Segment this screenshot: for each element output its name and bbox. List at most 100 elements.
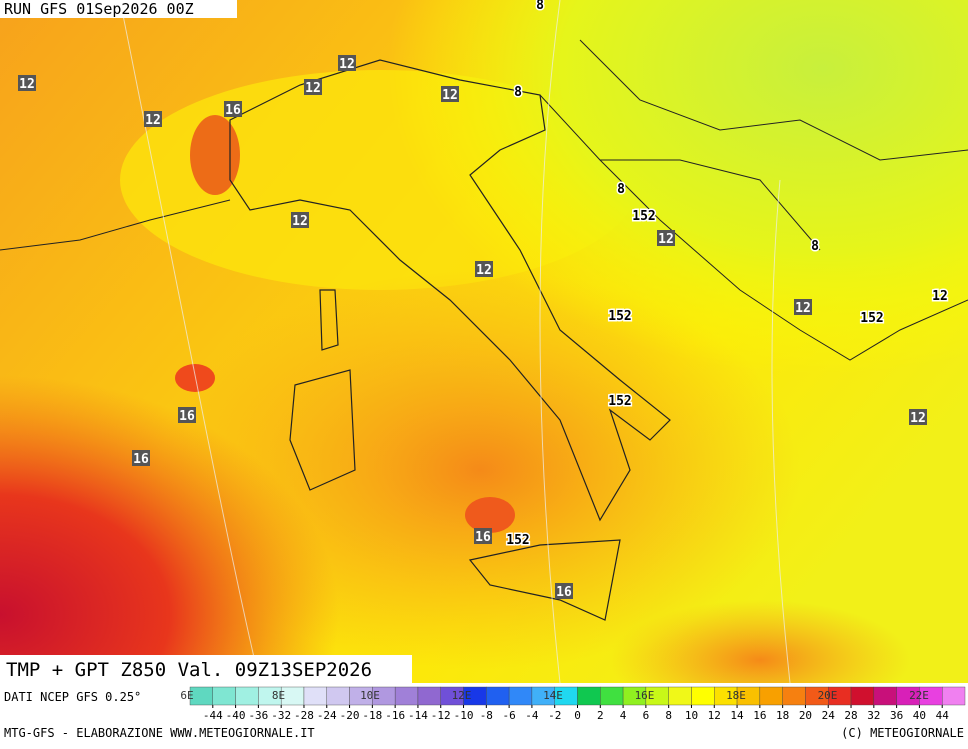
contour-label: 12	[910, 411, 926, 426]
contour-label-box	[474, 528, 492, 544]
colorbar-label: -6	[502, 709, 515, 722]
contour-label: 152	[608, 309, 631, 324]
contour-label-box	[224, 101, 242, 117]
contour-label: 12	[442, 88, 458, 103]
colorbar-label: 0	[574, 709, 581, 722]
contour-label: 12	[305, 81, 321, 96]
colorbar-label: 32	[867, 709, 880, 722]
contour-label: 12	[19, 77, 35, 92]
source-label: DATI NCEP GFS 0.25°	[4, 690, 141, 704]
contour-label-box	[794, 299, 812, 315]
contour-label: 12	[145, 113, 161, 128]
colorbar-label: 4	[620, 709, 627, 722]
run-box	[0, 0, 237, 18]
colorbar-label: 14	[730, 709, 744, 722]
colorbar-swatch	[850, 686, 875, 706]
colorbar-swatch	[235, 686, 259, 706]
colorbar-swatch	[668, 686, 692, 706]
colorbar-label: -32	[271, 709, 291, 722]
colorbar-swatch	[942, 686, 966, 706]
contour-label: 12	[339, 57, 355, 72]
contour-label: 16	[133, 452, 149, 467]
longitude-label: 8E	[272, 689, 285, 702]
colorbar-swatch	[691, 686, 715, 706]
colorbar-swatch	[600, 686, 624, 706]
contour-label: 16	[225, 103, 241, 118]
colorbar-label: -18	[362, 709, 382, 722]
colorbar-label: -14	[408, 709, 428, 722]
contour-label: 16	[179, 409, 195, 424]
run-label: RUN GFS 01Sep2026 00Z	[4, 0, 194, 18]
colorbar-label: 18	[776, 709, 789, 722]
colorbar-label: -44	[203, 709, 223, 722]
longitude-label: 14E	[543, 689, 563, 702]
longitude-label: 6E	[180, 689, 193, 702]
contour-label-box	[178, 407, 196, 423]
contour-label-box	[441, 86, 459, 102]
footer-left: MTG-GFS - ELABORAZIONE WWW.METEOGIORNALE…	[4, 726, 315, 740]
contour-label: 12	[932, 289, 948, 304]
colorbar-label: 2	[597, 709, 604, 722]
colorbar-label: 16	[753, 709, 766, 722]
contour-label: 8	[617, 182, 625, 197]
contour-label-box	[555, 583, 573, 599]
colorbar-label: 20	[799, 709, 812, 722]
contour-label: 8	[536, 0, 544, 13]
colorbar-swatch	[303, 686, 327, 706]
map-title: TMP + GPT Z850 Val. 09Z13SEP2026	[6, 659, 372, 681]
contour-label: 152	[608, 394, 631, 409]
colorbar-label: -24	[317, 709, 337, 722]
colorbar-label: 6	[643, 709, 650, 722]
contour-label-box	[475, 261, 493, 277]
colorbar-label: 40	[913, 709, 926, 722]
contour-label-box	[18, 75, 36, 91]
longitude-label: 16E	[635, 689, 655, 702]
contour-label: 8	[514, 85, 522, 100]
contour-label-box	[338, 55, 356, 71]
colorbar-swatch	[394, 686, 419, 706]
colorbar-swatch	[486, 686, 510, 706]
contour-label: 152	[632, 209, 655, 224]
colorbar-label: -20	[340, 709, 360, 722]
longitude-label: 22E	[909, 689, 929, 702]
colorbar-swatch	[577, 686, 601, 706]
colorbar-swatch	[873, 686, 897, 706]
colorbar-swatch	[417, 686, 441, 706]
colorbar-swatch	[782, 686, 806, 706]
colorbar-label: -36	[248, 709, 268, 722]
contour-label-box	[909, 409, 927, 425]
contour-label: 8	[811, 239, 819, 254]
colorbar-label: -4	[525, 709, 539, 722]
contour-label-box	[291, 212, 309, 228]
contour-label: 12	[292, 214, 308, 229]
contour-label-box	[304, 79, 322, 95]
colorbar-label: -16	[385, 709, 405, 722]
contour-label: 12	[795, 301, 811, 316]
colorbar-label: -28	[294, 709, 314, 722]
title-box	[0, 655, 412, 683]
colorbar-label: 12	[708, 709, 721, 722]
colorbar-label: 24	[822, 709, 836, 722]
contour-label: 152	[860, 311, 883, 326]
colorbar-swatch	[212, 686, 236, 706]
contour-label: 12	[658, 232, 674, 247]
footer-right: (C) METEOGIORNALE	[841, 726, 964, 740]
map	[0, 0, 968, 720]
colorbar-label: 8	[665, 709, 672, 722]
colorbar-label: -12	[431, 709, 451, 722]
contour-label-box	[144, 111, 162, 127]
colorbar-label: 36	[890, 709, 903, 722]
colorbar-label: -40	[226, 709, 246, 722]
contour-label: 16	[475, 530, 491, 545]
contour-label: 12	[476, 263, 492, 278]
contour-label-box	[657, 230, 675, 246]
colorbar-label: 44	[936, 709, 950, 722]
contour-label: 152	[506, 533, 529, 548]
colorbar-label: -2	[548, 709, 561, 722]
longitude-label: 18E	[726, 689, 746, 702]
longitude-label: 12E	[452, 689, 472, 702]
longitude-label: 20E	[818, 689, 838, 702]
longitude-label: 10E	[360, 689, 380, 702]
colorbar-label: -8	[480, 709, 493, 722]
